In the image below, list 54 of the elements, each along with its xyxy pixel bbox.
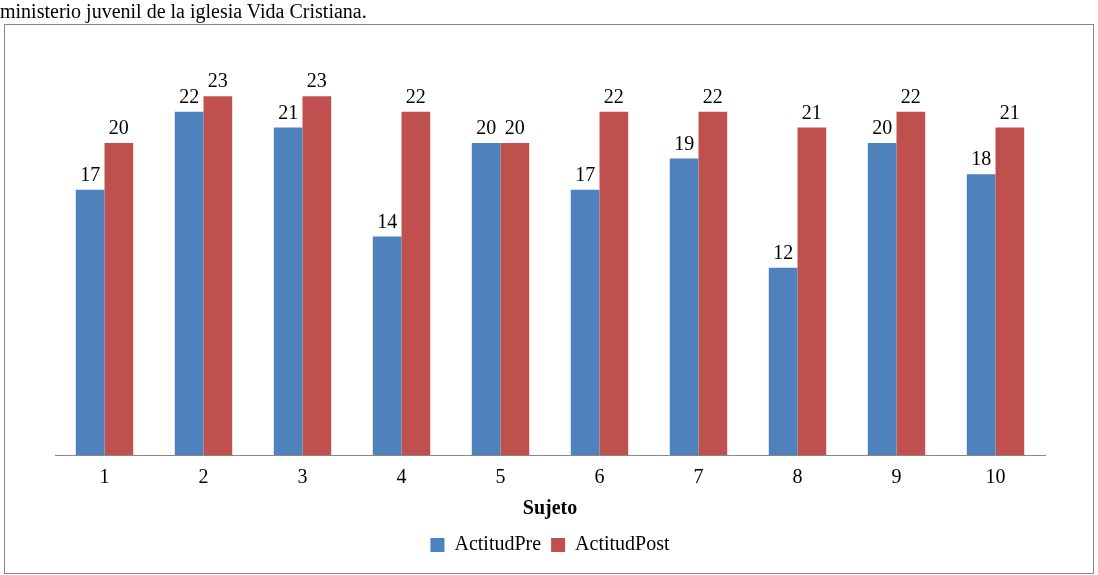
x-tick-label: 9 bbox=[891, 465, 902, 488]
x-tick-label: 2 bbox=[198, 465, 209, 488]
x-tick-label: 1 bbox=[99, 465, 110, 488]
bar bbox=[174, 111, 204, 455]
data-label: 21 bbox=[801, 100, 822, 123]
data-label: 19 bbox=[674, 131, 695, 154]
bar bbox=[570, 189, 600, 455]
data-label: 22 bbox=[702, 85, 723, 108]
data-label: 20 bbox=[504, 116, 525, 139]
bar bbox=[401, 111, 431, 455]
bar bbox=[867, 143, 897, 455]
bar bbox=[302, 96, 332, 455]
data-label: 18 bbox=[971, 147, 992, 170]
x-tick-label: 4 bbox=[396, 465, 407, 488]
bar bbox=[995, 127, 1025, 455]
data-label: 22 bbox=[900, 85, 921, 108]
legend-label: ActitudPre bbox=[454, 532, 542, 555]
bar bbox=[104, 143, 134, 455]
x-tick-label: 8 bbox=[792, 465, 803, 488]
data-label: 17 bbox=[575, 163, 596, 186]
data-label: 17 bbox=[80, 163, 101, 186]
bar bbox=[273, 127, 303, 455]
data-label: 20 bbox=[108, 116, 129, 139]
bar bbox=[768, 267, 798, 455]
x-tick-label: 10 bbox=[985, 465, 1006, 488]
data-label: 22 bbox=[179, 85, 200, 108]
data-label: 23 bbox=[306, 69, 327, 92]
legend-label: ActitudPost bbox=[575, 532, 670, 555]
chart-title: ministerio juvenil de la iglesia Vida Cristiana. bbox=[0, 0, 367, 22]
bar bbox=[471, 143, 501, 455]
data-label: 22 bbox=[603, 85, 624, 108]
data-label: 12 bbox=[773, 241, 794, 264]
bar bbox=[203, 96, 233, 455]
bar bbox=[500, 143, 530, 455]
data-label: 21 bbox=[278, 100, 299, 123]
bar bbox=[75, 189, 105, 455]
x-axis-title: Sujeto bbox=[522, 496, 578, 520]
data-label: 22 bbox=[405, 85, 426, 108]
bar bbox=[669, 158, 699, 455]
bar bbox=[797, 127, 827, 455]
x-tick-label: 3 bbox=[297, 465, 308, 488]
data-label: 14 bbox=[377, 209, 398, 232]
bar bbox=[698, 111, 728, 455]
bar bbox=[896, 111, 926, 455]
data-label: 20 bbox=[476, 116, 497, 139]
data-label: 20 bbox=[872, 116, 893, 139]
data-label: 23 bbox=[207, 69, 228, 92]
bar bbox=[599, 111, 629, 455]
x-tick-label: 5 bbox=[495, 465, 506, 488]
x-tick-label: 6 bbox=[594, 465, 605, 488]
x-tick-label: 7 bbox=[693, 465, 704, 488]
bar bbox=[372, 236, 402, 455]
data-label: 21 bbox=[999, 100, 1020, 123]
bar bbox=[966, 174, 996, 455]
